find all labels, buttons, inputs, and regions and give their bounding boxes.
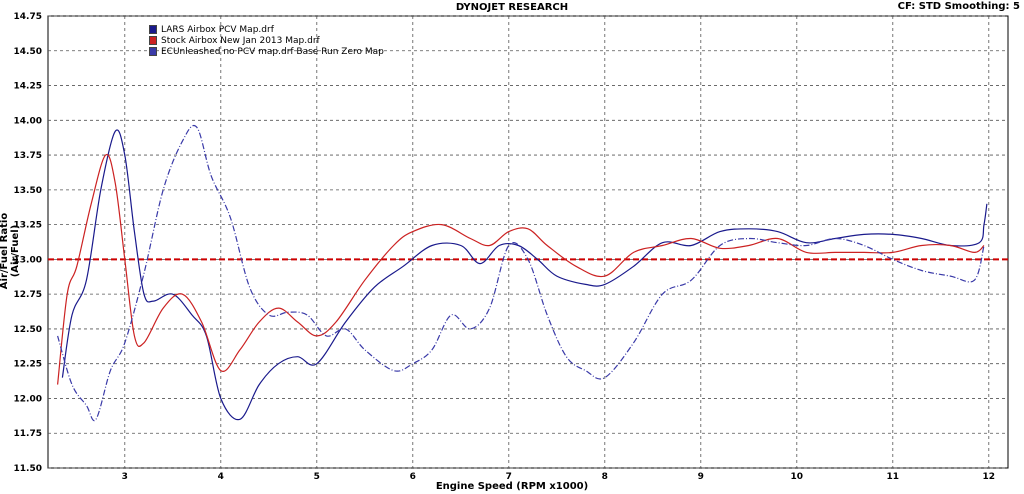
legend-label: LARS Airbox PCV Map.drf (161, 24, 274, 35)
legend: LARS Airbox PCV Map.drf Stock Airbox New… (149, 24, 384, 57)
y-tick-label: 13.75 (14, 151, 42, 161)
y-tick-label: 13.00 (14, 255, 42, 265)
x-tick-label: 6 (410, 472, 416, 482)
cf-smoothing-label: CF: STD Smoothing: 5 (897, 1, 1020, 12)
x-tick-label: 3 (122, 472, 128, 482)
x-tick-label: 10 (791, 472, 804, 482)
y-tick-label: 12.50 (14, 325, 42, 335)
x-tick-label: 9 (698, 472, 704, 482)
legend-label: Stock Airbox New Jan 2013 Map.drf (161, 35, 320, 46)
x-tick-label: 11 (887, 472, 900, 482)
chart-title: DYNOJET RESEARCH (455, 2, 569, 13)
plot-frame (47, 15, 1009, 469)
series-line (57, 153, 985, 385)
legend-swatch (149, 25, 157, 34)
x-tick-label: 5 (314, 472, 320, 482)
series-line (61, 129, 988, 421)
y-tick-label: 14.75 (14, 12, 42, 22)
x-axis-label: Engine Speed (RPM x1000) (435, 481, 589, 492)
x-tick-label: 8 (602, 472, 608, 482)
x-tick-label: 12 (983, 472, 996, 482)
legend-label: ECUnleashed no PCV map.drf Base Run Zero… (161, 46, 384, 57)
y-tick-label: 14.50 (14, 47, 42, 57)
y-tick-label: 12.00 (14, 394, 42, 404)
legend-swatch (149, 47, 157, 56)
y-tick-label: 12.25 (14, 360, 42, 370)
series-line (57, 124, 985, 422)
y-tick-label: 13.50 (14, 186, 42, 196)
y-tick-label: 11.75 (14, 429, 42, 439)
y-tick-label: 11.50 (14, 464, 42, 474)
x-tick-label: 7 (506, 472, 512, 482)
y-tick-label: 14.00 (14, 116, 42, 126)
legend-swatch (149, 36, 157, 45)
legend-item: ECUnleashed no PCV map.drf Base Run Zero… (149, 46, 384, 57)
y-tick-label: 14.25 (14, 82, 42, 92)
legend-item: LARS Airbox PCV Map.drf (149, 24, 384, 35)
legend-item: Stock Airbox New Jan 2013 Map.drf (149, 35, 384, 46)
y-tick-label: 12.75 (14, 290, 42, 300)
y-tick-label: 13.25 (14, 221, 42, 231)
x-tick-label: 4 (218, 472, 224, 482)
